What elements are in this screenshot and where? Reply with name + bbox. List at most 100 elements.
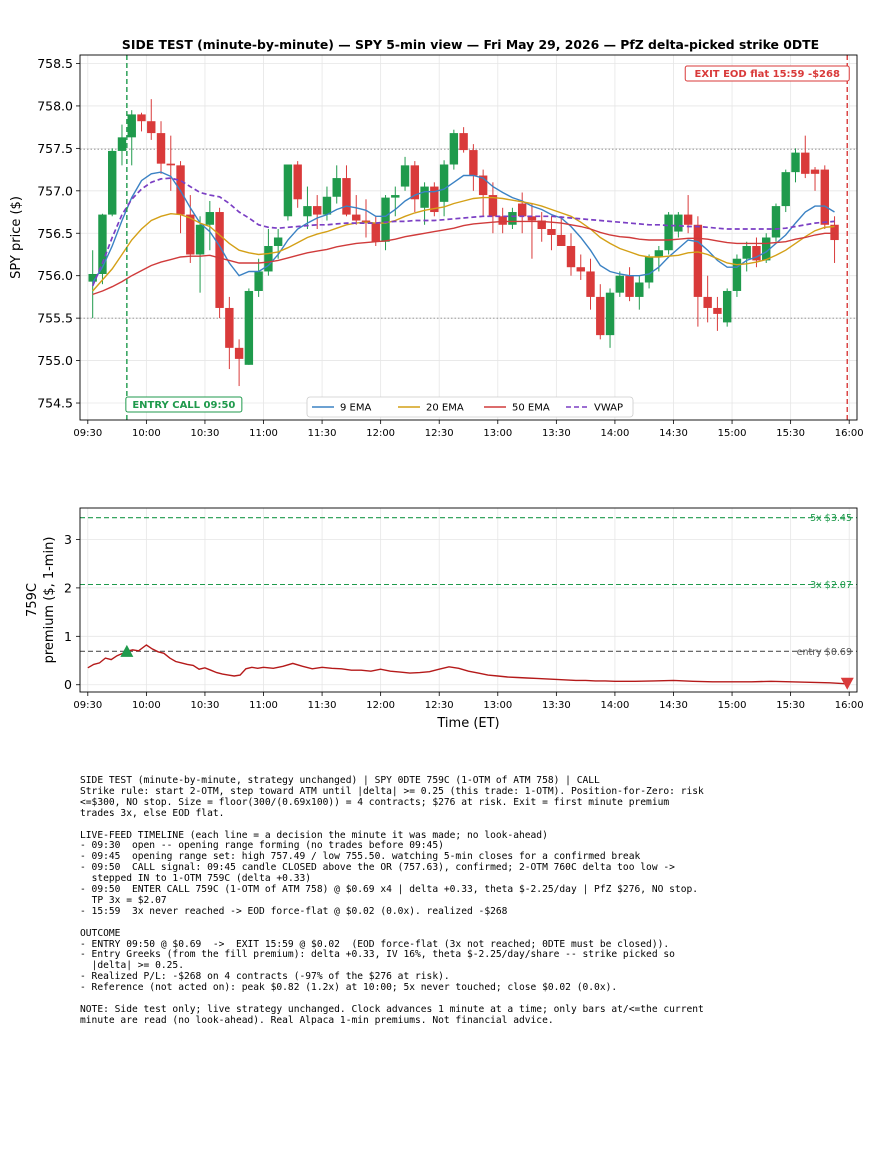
candle-body: [283, 164, 293, 217]
candle-body: [771, 206, 781, 238]
level-label: 5x $3.45: [810, 513, 852, 524]
candle-body: [625, 275, 634, 297]
x-tick-label: 09:30: [73, 428, 102, 439]
x-tick-label: 10:00: [132, 700, 161, 711]
x-tick-label: 14:30: [659, 428, 688, 439]
candle-body: [605, 292, 615, 336]
x-tick-label: 15:30: [776, 428, 805, 439]
x-tick-label: 16:00: [835, 700, 864, 711]
plot-frame: [79, 507, 858, 693]
figure: SIDE TEST (minute-by-minute) — SPY 5-min…: [9, 37, 864, 731]
x-tick-label: 13:00: [483, 428, 512, 439]
candle-body: [400, 165, 410, 187]
candle-body: [508, 212, 517, 225]
candle-body: [352, 214, 361, 221]
y-tick-label: 758.5: [37, 56, 73, 71]
candle-body: [586, 271, 595, 297]
candle-body: [615, 275, 625, 293]
candle-body: [810, 169, 820, 174]
candle-body: [391, 195, 400, 198]
note-line: - ENTRY 09:50 @ $0.69 -> EXIT 15:59 @ $0…: [80, 938, 670, 950]
candle-body: [596, 296, 605, 336]
candle-body: [342, 178, 351, 215]
y-tick-label: 757.0: [37, 183, 73, 198]
x-tick-label: 12:00: [366, 700, 395, 711]
note-line: <=$300, NO stop. Size = floor(300/(0.69x…: [80, 796, 670, 808]
candle-body: [371, 223, 380, 242]
candle-body: [88, 274, 97, 282]
candle-body: [830, 224, 839, 241]
note-line: [80, 820, 870, 831]
candle-body: [644, 257, 654, 283]
y-axis-label-line2: premium ($, 1-min): [42, 537, 57, 664]
candle-body: [264, 245, 273, 272]
candle-body: [108, 150, 117, 215]
candle-body: [312, 206, 322, 215]
y-axis-label-line1: 759C: [25, 583, 40, 617]
note-line: stepped IN to 1-OTM 759C (delta +0.33): [80, 873, 312, 885]
x-tick-label: 13:30: [542, 700, 571, 711]
candle-body: [449, 133, 459, 165]
note-line: - Reference (not acted on): peak $0.82 (…: [80, 982, 618, 994]
y-tick-label: 755.5: [37, 311, 73, 326]
y-tick-label: 754.5: [37, 396, 73, 411]
series-line: [91, 177, 835, 287]
note-line: NOTE: Side test only; live strategy unch…: [80, 1003, 704, 1015]
candle-body: [801, 152, 810, 174]
candle-body: [137, 114, 146, 122]
y-tick-label: 0: [64, 677, 72, 692]
y-tick-label: 3: [64, 532, 72, 547]
x-tick-label: 14:30: [659, 700, 688, 711]
candle-body: [488, 195, 498, 217]
candle-body: [293, 164, 302, 200]
candle-body: [557, 234, 566, 246]
legend-label: 9 EMA: [340, 403, 371, 414]
candle-body: [332, 178, 341, 197]
candle-body: [674, 214, 683, 232]
candle-body: [215, 212, 224, 308]
level-label: entry $0.69: [797, 647, 852, 658]
exit-annotation-box: [684, 65, 850, 82]
x-tick-label: 15:00: [718, 700, 747, 711]
candle-body: [156, 133, 166, 164]
x-tick-label: 14:00: [601, 700, 630, 711]
x-tick-label: 12:30: [425, 700, 454, 711]
y-tick-label: 756.0: [37, 268, 73, 283]
x-tick-label: 10:00: [132, 428, 161, 439]
candle-body: [439, 164, 449, 202]
x-tick-label: 10:30: [191, 428, 220, 439]
note-line: - 09:50 CALL signal: 09:45 candle CLOSED…: [80, 862, 675, 874]
y-tick-label: 758.0: [37, 98, 73, 113]
candle-body: [566, 245, 576, 268]
x-tick-label: 13:00: [483, 700, 512, 711]
candle-body: [254, 271, 263, 291]
candle-body: [517, 203, 527, 217]
chart-title: SIDE TEST (minute-by-minute) — SPY 5-min…: [122, 37, 819, 52]
x-tick-label: 12:00: [366, 428, 395, 439]
note-line: trades 3x, else EOD flat.: [80, 807, 225, 819]
candle-body: [654, 250, 664, 258]
candle-body: [820, 169, 829, 225]
candle-body: [234, 347, 244, 359]
note-line: - Entry Greeks (from the fill premium): …: [80, 949, 675, 961]
note-line: |delta| >= 0.25.: [80, 960, 184, 972]
level-label: 3x $2.07: [810, 580, 852, 591]
note-line: SIDE TEST (minute-by-minute, strategy un…: [80, 775, 600, 786]
y-tick-label: 756.5: [37, 226, 73, 241]
candle-body: [273, 237, 283, 246]
candle-body: [478, 175, 488, 196]
y-tick-label: 755.0: [37, 353, 73, 368]
x-tick-label: 11:00: [249, 700, 278, 711]
candle-body: [781, 172, 790, 207]
exit-marker: [840, 677, 854, 690]
candle-body: [410, 165, 420, 200]
candle-body: [98, 214, 107, 274]
y-axis-label: SPY price ($): [9, 196, 24, 279]
candle-body: [430, 186, 439, 213]
price-chart: SIDE TEST (minute-by-minute) — SPY 5-min…: [9, 37, 864, 439]
note-line: OUTCOME: [80, 927, 121, 939]
x-tick-label: 13:30: [542, 428, 571, 439]
candle-body: [469, 150, 478, 176]
candle-body: [547, 229, 556, 235]
x-tick-label: 16:00: [835, 428, 864, 439]
